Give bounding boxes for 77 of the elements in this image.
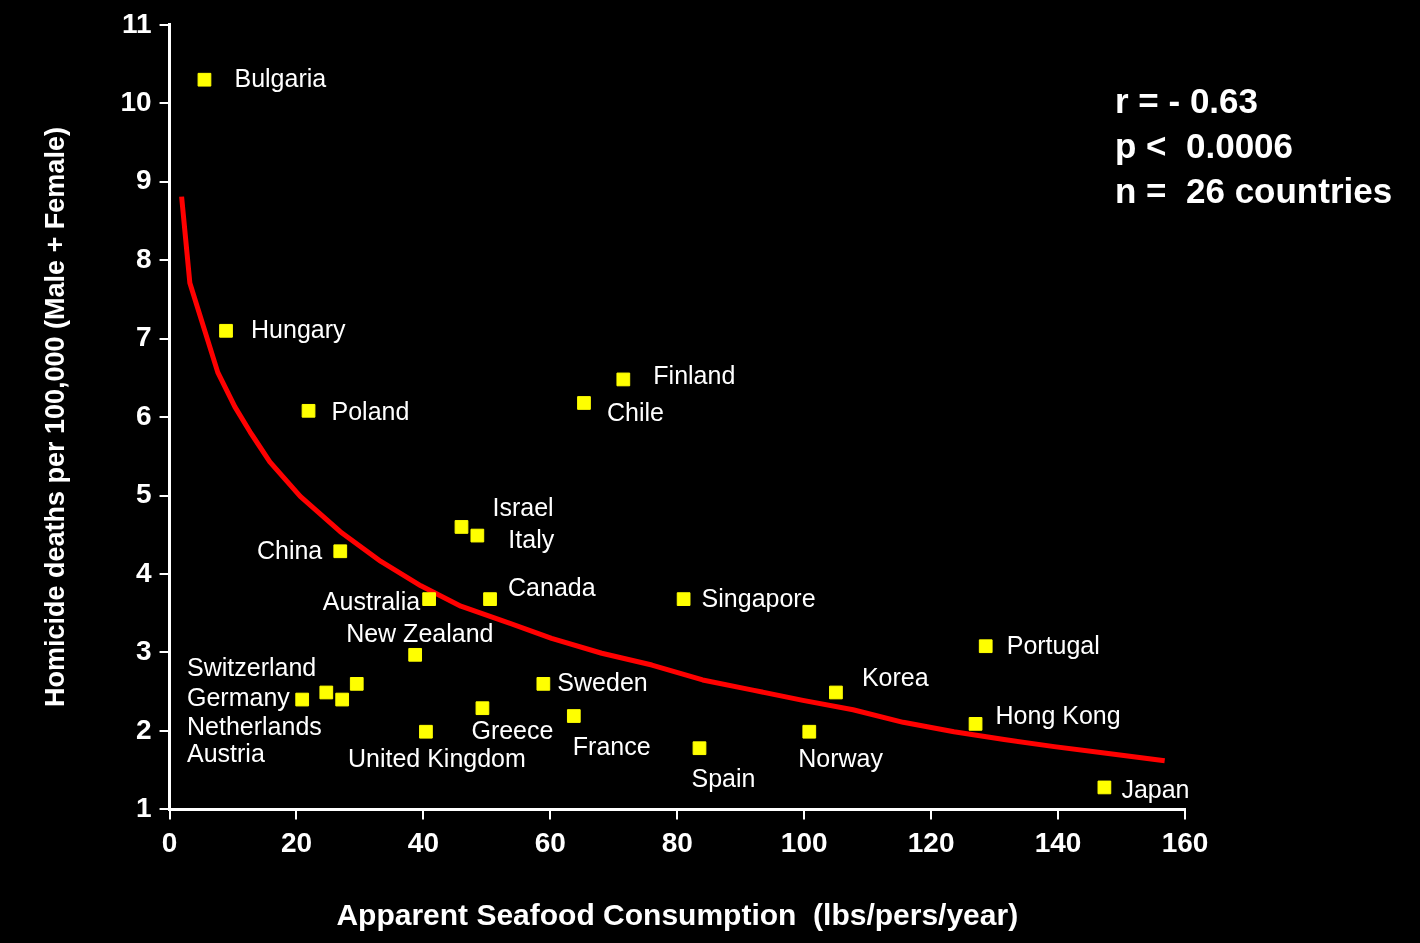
point (419, 724, 433, 739)
annotation: r = - 0.63 (1115, 80, 1259, 120)
point (475, 701, 490, 716)
annotation: Hungary (251, 314, 347, 343)
annotation: United Kingdom (347, 743, 526, 772)
annotation: Norway (798, 743, 884, 772)
annotation: Hong Kong (995, 700, 1121, 729)
annotation: Switzerland (187, 652, 317, 681)
y-tick-label: 1 (135, 792, 152, 824)
x-tick-label: 160 (1161, 826, 1209, 858)
point (335, 692, 350, 707)
annotation: New Zealand (346, 618, 494, 647)
y-tick-label: 11 (121, 7, 152, 39)
x-tick-label: 100 (780, 826, 828, 858)
point (483, 592, 497, 606)
y-tick-label: 5 (135, 478, 152, 510)
annotation: Chile (606, 397, 664, 426)
point (692, 741, 707, 756)
x-tick-label: 60 (534, 826, 566, 858)
annotation: Portugal (1006, 631, 1100, 660)
annotation: Canada (508, 573, 596, 602)
y-tick-label: 7 (135, 321, 152, 353)
annotation: Greece (471, 716, 554, 745)
y-tick-label: 3 (135, 635, 152, 667)
x-tick-label: 140 (1034, 826, 1082, 858)
point (577, 396, 591, 410)
annotation: Singapore (701, 584, 816, 613)
annotation: Poland (331, 396, 410, 425)
point (295, 692, 310, 707)
point (676, 592, 691, 606)
y-tick-label: 2 (135, 713, 152, 745)
annotation: Israel (492, 492, 554, 521)
annotation: Australia (322, 587, 421, 616)
point (802, 724, 817, 739)
point (978, 639, 993, 654)
x-tick-label: 120 (907, 826, 955, 858)
y-tick-label: 8 (135, 242, 152, 274)
point (408, 647, 423, 662)
point (968, 717, 983, 731)
point (301, 403, 316, 418)
point (454, 520, 469, 534)
annotation: Korea (861, 663, 929, 692)
annotation: Sweden (557, 667, 648, 696)
annotation: Japan (1121, 775, 1190, 804)
annotation: Austria (187, 738, 265, 767)
point (616, 372, 631, 387)
point (470, 528, 485, 543)
x-tick-label: 80 (661, 826, 693, 858)
point (333, 544, 348, 559)
point (319, 685, 334, 700)
annotation: Spain (691, 764, 756, 793)
y-tick-label: 9 (135, 164, 152, 196)
y-axis-title: Homicide deaths per 100,000 (Male + Female) (39, 127, 70, 708)
y-tick-label: 6 (135, 399, 152, 431)
annotation: p < 0.0006 (1115, 125, 1294, 165)
annotation: China (256, 536, 323, 565)
annotation: France (572, 731, 651, 760)
point (1097, 780, 1112, 795)
annotation: Finland (653, 361, 736, 390)
annotation: Netherlands (187, 711, 322, 740)
point (829, 685, 843, 700)
x-tick-label: 40 (407, 826, 439, 858)
point (197, 72, 212, 87)
point (219, 323, 233, 338)
x-tick-label: 0 (161, 826, 178, 858)
y-tick-label: 4 (135, 556, 152, 588)
x-axis-title: Apparent Seafood Consumption (lbs/pers/year) (336, 898, 1019, 932)
point (422, 592, 436, 606)
point (536, 677, 551, 691)
annotation: n = 26 countries (1115, 170, 1393, 210)
point (349, 677, 364, 691)
annotation: Bulgaria (234, 63, 327, 92)
annotation: Italy (508, 525, 555, 554)
point (566, 709, 581, 723)
annotation: Germany (187, 682, 291, 711)
y-tick-label: 10 (120, 85, 152, 117)
x-tick-label: 20 (280, 826, 313, 858)
